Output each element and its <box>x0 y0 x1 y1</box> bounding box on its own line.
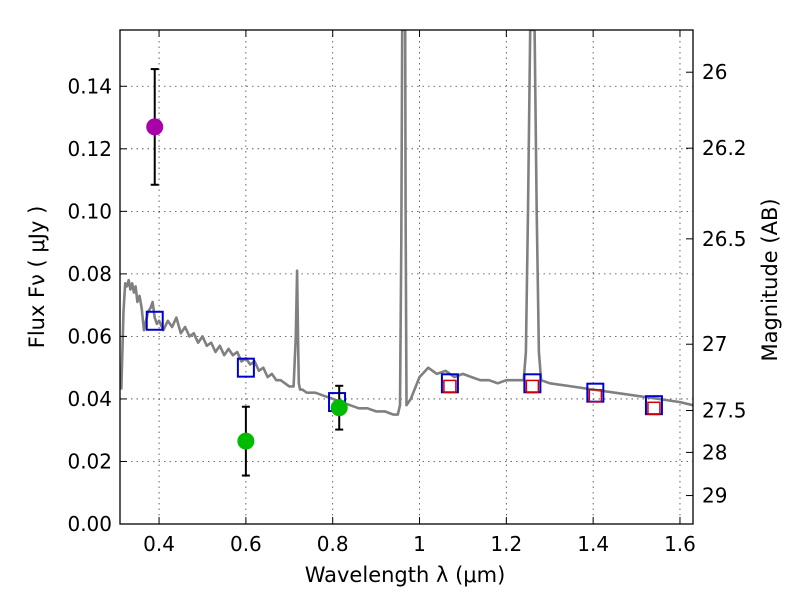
blue-square-marker <box>145 310 164 331</box>
observed-point <box>237 432 255 450</box>
red-square-marker <box>588 389 603 403</box>
x-tick-label: 0.4 <box>143 532 175 556</box>
y2-tick-label: 26 <box>702 60 727 84</box>
y-axis-label: Flux Fν ( μJy ) <box>25 206 49 349</box>
y-tick-label: 0.02 <box>67 449 112 473</box>
observed-point <box>146 118 164 136</box>
blue-square-marker <box>236 357 255 378</box>
x-axis-label: Wavelength λ (μm) <box>305 563 506 587</box>
y-tick-label: 0.08 <box>67 262 112 286</box>
red-square-marker <box>525 379 540 394</box>
y-tick-label: 0.00 <box>67 512 112 536</box>
observed-point <box>330 399 348 417</box>
red-square-marker <box>443 379 457 394</box>
x-tick-label: 1.6 <box>664 532 696 556</box>
x-tick-label: 1 <box>413 532 426 556</box>
plot-frame <box>119 29 694 525</box>
y2-tick-label: 26.2 <box>702 136 747 160</box>
x-tick-label: 1.2 <box>490 532 522 556</box>
x-tick-label: 1.4 <box>577 532 609 556</box>
x-tick-label: 0.6 <box>230 532 262 556</box>
y-tick-label: 0.04 <box>67 387 112 411</box>
y2-tick-label: 26.5 <box>702 227 747 251</box>
x-tick-label: 0.8 <box>317 532 349 556</box>
y-tick-label: 0.10 <box>67 199 112 223</box>
y2-tick-label: 27 <box>702 332 727 356</box>
y2-tick-label: 29 <box>702 484 727 508</box>
spectrum-line <box>120 30 693 416</box>
model-spectrum <box>120 30 693 416</box>
axes: 0.4 0.6 0.8 1 1.2 1.4 1.6 0.00 0.02 0.04 0.06 0.08 0… <box>67 30 747 556</box>
y-tick-label: 0.06 <box>67 324 112 348</box>
y2-tick-label: 28 <box>702 440 727 464</box>
y-tick-label: 0.12 <box>67 137 112 161</box>
y2-axis-label: Magnitude (AB) <box>758 198 782 361</box>
y2-tick-label: 27.5 <box>702 399 747 423</box>
red-square-marker <box>647 401 661 416</box>
markers <box>145 68 663 477</box>
y-tick-label: 0.14 <box>67 74 112 98</box>
